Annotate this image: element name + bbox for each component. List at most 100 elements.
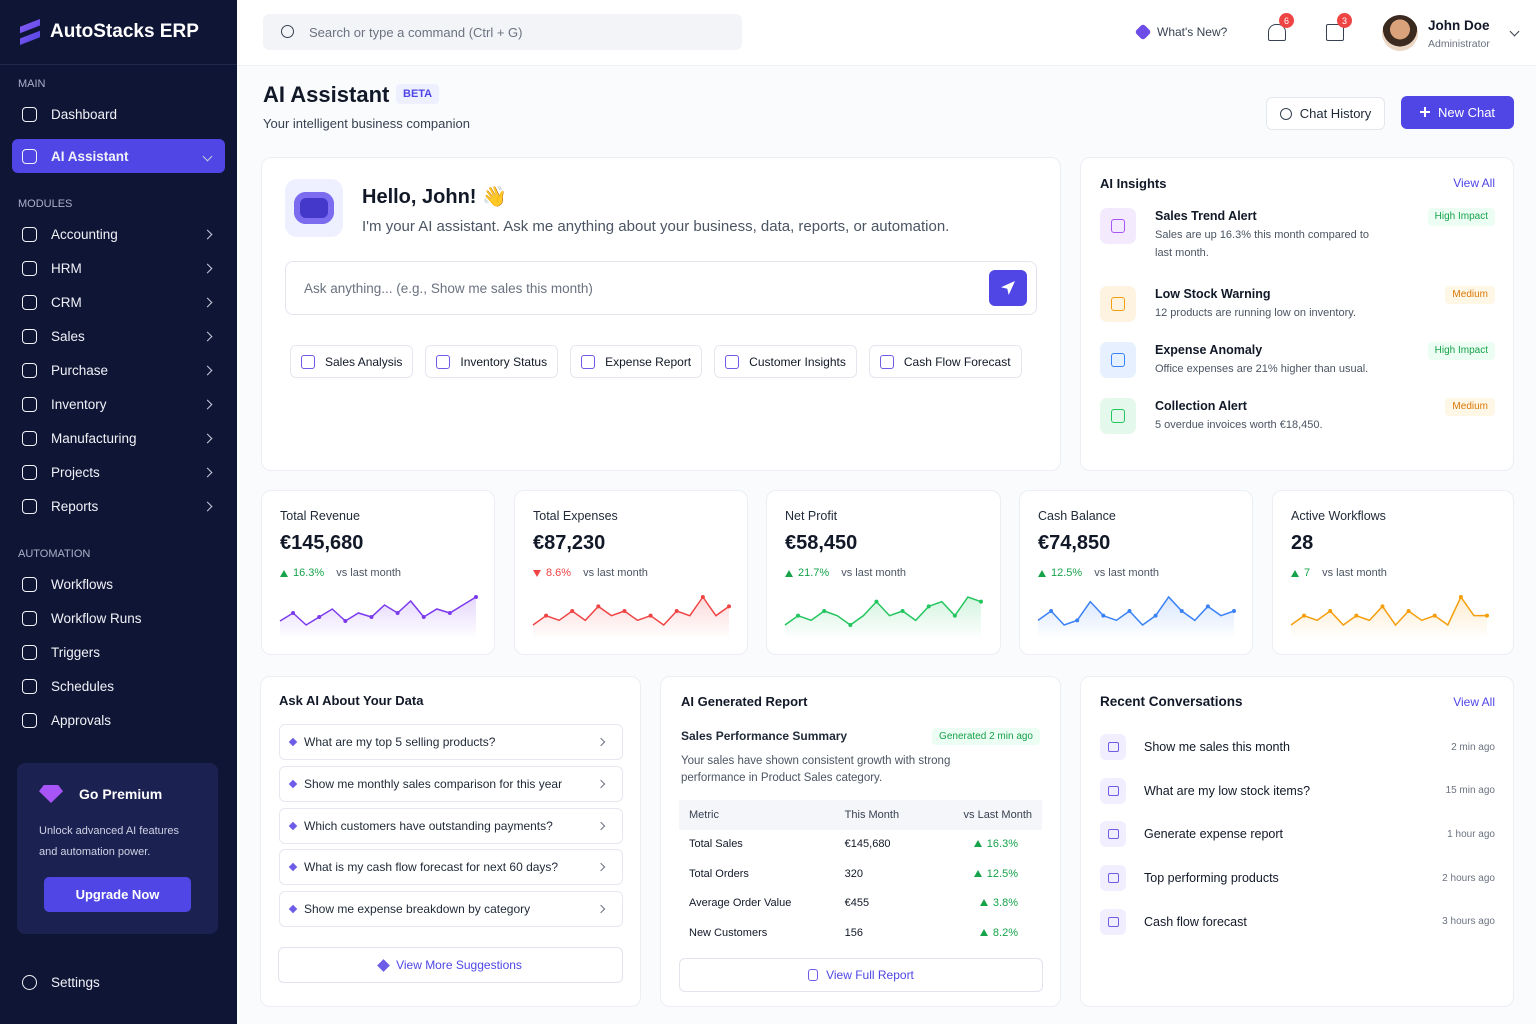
question[interactable]: What are my top 5 selling products?: [279, 724, 623, 760]
conversation[interactable]: Generate expense report 1 hour ago: [1100, 821, 1495, 848]
kpi-card: Net Profit €58,450 21.7% vs last month: [766, 490, 1001, 655]
beta-badge: BETA: [396, 84, 440, 104]
nav-item[interactable]: Dashboard: [12, 97, 225, 131]
nav-item[interactable]: Accounting: [12, 217, 225, 251]
insight-body: Expense Anomaly Office expenses are 21% h…: [1155, 342, 1409, 378]
cell-text: Average Order Value: [689, 897, 792, 910]
chevron: [596, 779, 606, 789]
suggestion-chip[interactable]: Customer Insights: [714, 345, 857, 378]
nav-item[interactable]: Manufacturing: [12, 421, 225, 455]
icon: [22, 576, 37, 592]
question[interactable]: Which customers have outstanding payment…: [279, 807, 623, 844]
cell-text: Total Sales: [689, 838, 743, 851]
spark-dot: [1075, 618, 1080, 623]
report-text: Your sales have shown consistent growth …: [681, 755, 951, 784]
conversation[interactable]: Top performing products 2 hours ago: [1100, 865, 1495, 892]
nav-label: Triggers: [51, 644, 101, 660]
insight-text: Office expenses are 21% higher than usua…: [1155, 363, 1369, 375]
card-title: AI Insights: [1100, 176, 1167, 191]
suggestion-chip[interactable]: Expense Report: [570, 345, 703, 378]
question-text: Which customers have outstanding payment…: [304, 818, 553, 833]
chevron: [202, 433, 213, 443]
nav-item[interactable]: Workflow Runs: [12, 601, 225, 635]
nav-item[interactable]: Schedules: [12, 669, 225, 703]
upgrade-button[interactable]: Upgrade Now: [44, 877, 191, 912]
chat-icon: [1100, 777, 1126, 804]
conversation-time: 2 min ago: [1451, 741, 1495, 753]
spark-dot: [1205, 604, 1210, 609]
nav-item[interactable]: Reports: [12, 489, 225, 523]
nav-item[interactable]: Projects: [12, 455, 225, 489]
insight-body: Sales Trend Alert Sales are up 16.3% this…: [1155, 208, 1409, 262]
nav-label: AI Assistant: [51, 148, 129, 164]
cell-text: Total Orders: [689, 867, 749, 880]
suggestion-chip[interactable]: Sales Analysis: [290, 345, 414, 378]
icon: [1279, 107, 1292, 120]
conversation-text: Show me sales this month: [1144, 740, 1290, 754]
notifications-button[interactable]: 6: [1268, 13, 1294, 41]
premium-text: Unlock advanced AI features and automati…: [39, 825, 180, 858]
settings-item[interactable]: Settings: [0, 965, 237, 999]
messages-button[interactable]: 3: [1326, 13, 1352, 41]
icon: [22, 328, 37, 344]
question-text: What is my cash flow forecast for next 6…: [304, 860, 559, 875]
chat-history-button[interactable]: Chat History: [1266, 97, 1385, 130]
trend-arrow: [1291, 569, 1299, 577]
new-chat-button[interactable]: New Chat: [1401, 96, 1514, 129]
nav-item[interactable]: Workflows: [12, 567, 225, 601]
kpi-change: 16.3% vs last month: [280, 567, 401, 579]
nav-item[interactable]: Sales: [12, 319, 225, 353]
glyph: [1111, 409, 1125, 423]
view-more-button[interactable]: View More Suggestions: [278, 947, 623, 983]
user-menu[interactable]: [1509, 26, 1520, 37]
question[interactable]: Show me monthly sales comparison for thi…: [279, 765, 623, 802]
glyph: [1111, 219, 1125, 233]
full-report-button[interactable]: View Full Report: [679, 958, 1043, 992]
view-all[interactable]: View All: [1453, 695, 1495, 709]
conversation[interactable]: What are my low stock items? 15 min ago: [1100, 777, 1495, 804]
impact-tag: High Impact: [1427, 342, 1495, 360]
suggestion-chip[interactable]: Cash Flow Forecast: [868, 345, 1022, 378]
count-badge: 3: [1337, 13, 1352, 28]
chevron: [202, 297, 213, 307]
chevron: [596, 904, 606, 914]
whats-new[interactable]: What's New?: [1134, 23, 1227, 41]
nav-item[interactable]: Approvals: [12, 703, 225, 737]
chevron: [202, 229, 213, 239]
kpi-label: Total Expenses: [533, 509, 618, 523]
table-cell: 12.5%: [929, 859, 1042, 889]
logo: [20, 19, 40, 45]
change-note: vs last month: [841, 567, 907, 579]
nav-item[interactable]: AI Assistant: [12, 139, 225, 173]
impact-tag: Medium: [1445, 286, 1495, 304]
ask-input[interactable]: Ask anything... (e.g., Show me sales thi…: [285, 261, 1037, 315]
spark-dot: [1127, 609, 1132, 613]
nav-label: Reports: [51, 498, 99, 514]
insight-body: Collection Alert 5 overdue invoices worth…: [1155, 398, 1426, 434]
icon: [22, 610, 37, 626]
chevron: [596, 821, 606, 830]
user-role: Administrator: [1428, 38, 1490, 50]
nav-item[interactable]: HRM: [12, 251, 225, 285]
spark-line: [1290, 595, 1487, 627]
conversation[interactable]: Show me sales this month 2 min ago: [1100, 734, 1495, 760]
insight-text: Sales are up 16.3% this month compared t…: [1155, 229, 1370, 259]
send-button[interactable]: [989, 270, 1027, 306]
sparkle: [377, 958, 390, 972]
nav-item[interactable]: CRM: [12, 285, 225, 319]
question[interactable]: What is my cash flow forecast for next 6…: [279, 849, 623, 886]
nav-item[interactable]: Triggers: [12, 635, 225, 669]
nav-item[interactable]: Purchase: [12, 353, 225, 387]
nav-item[interactable]: Inventory: [12, 387, 225, 421]
trend-arrow: [280, 569, 288, 577]
insight-item: Collection Alert 5 overdue invoices worth…: [1100, 398, 1495, 434]
search-box[interactable]: Search or type a command (Ctrl + G): [263, 14, 742, 50]
suggestion-chip[interactable]: Inventory Status: [425, 345, 559, 378]
impact-tag: Medium: [1445, 398, 1495, 416]
avatar: [1382, 15, 1418, 51]
spark-dot: [648, 613, 653, 618]
question[interactable]: Show me expense breakdown by category: [279, 891, 623, 928]
spark-line: [784, 596, 982, 626]
conversation[interactable]: Cash flow forecast 3 hours ago: [1100, 908, 1495, 935]
view-all[interactable]: View All: [1453, 176, 1495, 190]
